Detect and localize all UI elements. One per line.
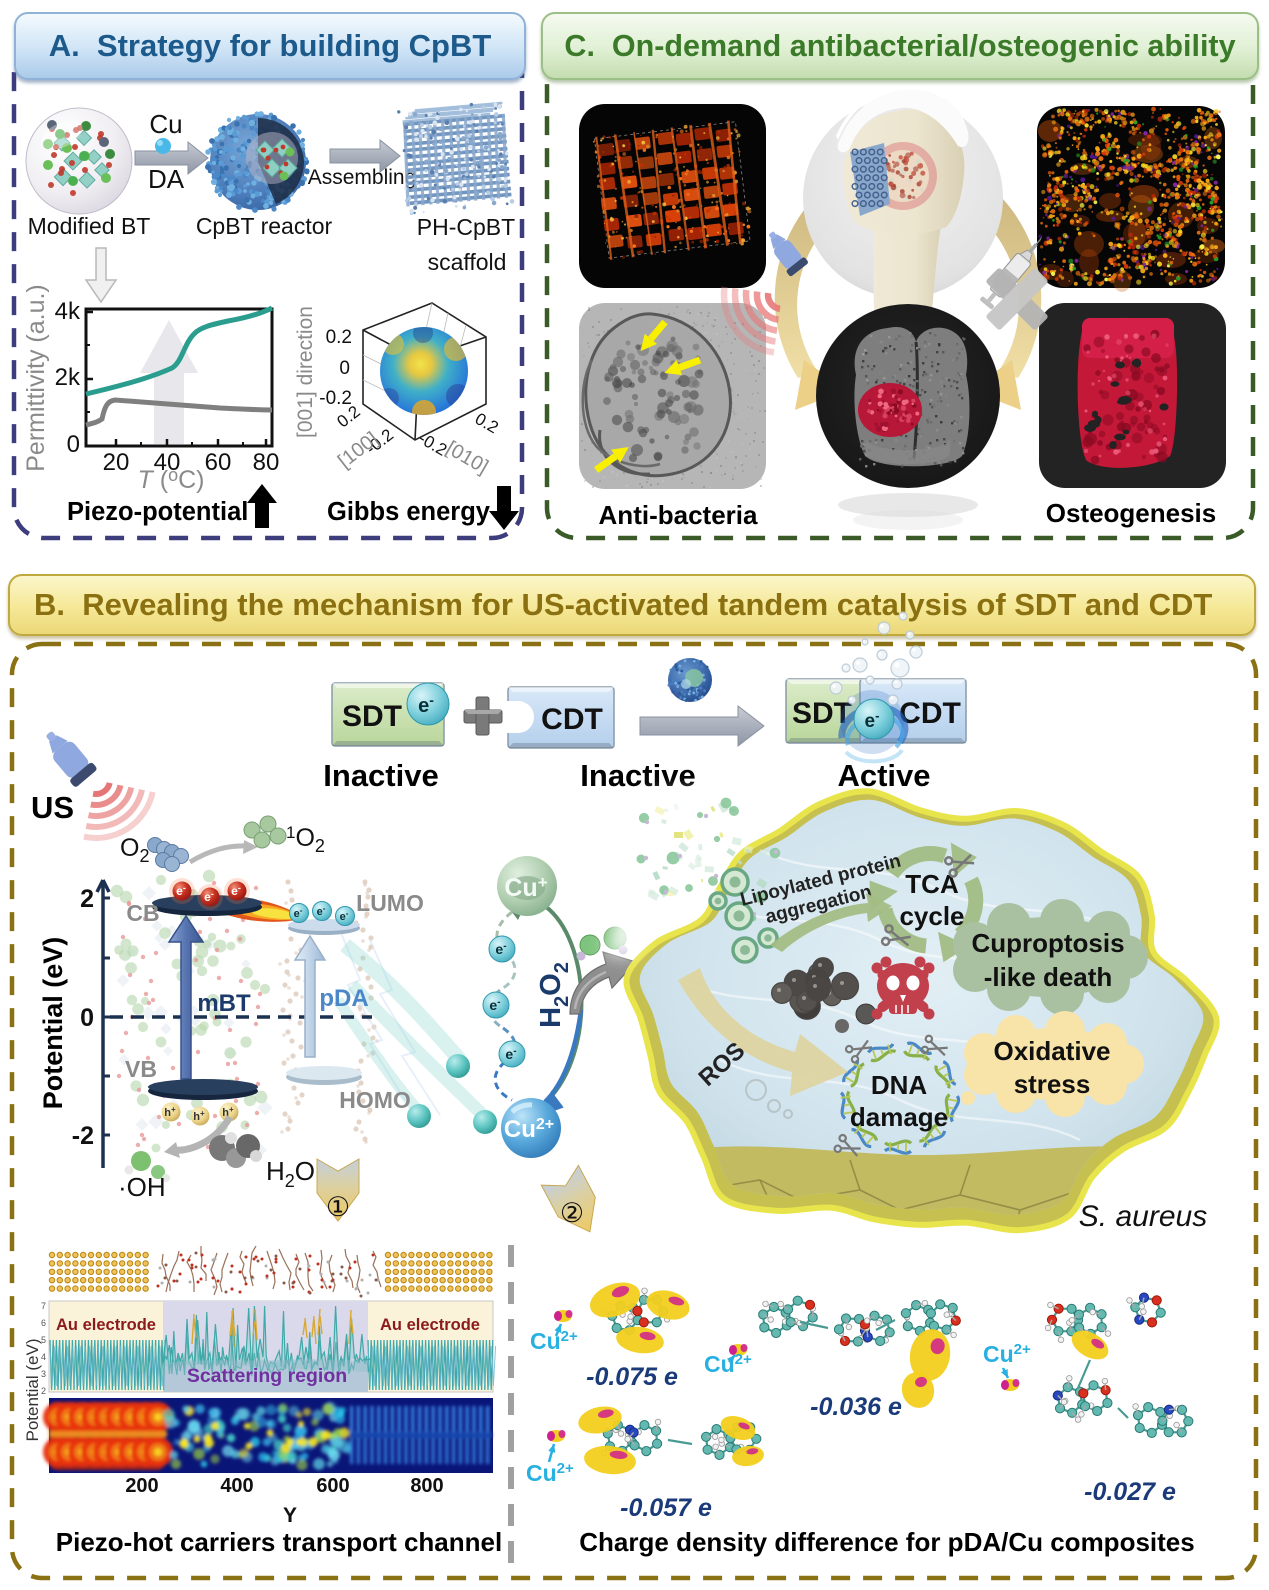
svg-text:-0.2: -0.2	[319, 388, 352, 409]
svg-text:0: 0	[339, 358, 350, 379]
svg-text:2k: 2k	[55, 364, 81, 391]
svg-text:Permittivity (a.u.): Permittivity (a.u.)	[22, 284, 50, 472]
svg-text:DA: DA	[148, 164, 185, 194]
svg-text:Charge density difference for: Charge density difference for pDA/Cu com…	[579, 1527, 1194, 1557]
svg-text:4k: 4k	[55, 298, 81, 325]
svg-text:40: 40	[154, 449, 181, 476]
svg-text:PH-CpBT: PH-CpBT	[417, 214, 515, 240]
svg-text:Cu2+: Cu2+	[530, 1328, 578, 1354]
svg-text:Gibbs energy: Gibbs energy	[327, 498, 491, 526]
svg-text:Cu2+: Cu2+	[983, 1341, 1031, 1367]
svg-text:20: 20	[103, 449, 130, 476]
svg-text:-0.036 e: -0.036 e	[810, 1393, 902, 1421]
svg-text:0.2: 0.2	[326, 327, 352, 348]
svg-text:80: 80	[253, 449, 280, 476]
svg-text:scaffold: scaffold	[428, 249, 507, 275]
svg-text:Cu2+: Cu2+	[526, 1460, 574, 1486]
svg-text:T (oC): T (oC)	[138, 465, 205, 494]
svg-text:60: 60	[205, 449, 232, 476]
svg-text:Piezo-potential: Piezo-potential	[67, 498, 248, 526]
svg-text:0: 0	[67, 431, 80, 458]
svg-text:Assembling: Assembling	[308, 166, 417, 189]
svg-text:Cu: Cu	[149, 109, 182, 139]
svg-text:-0.057 e: -0.057 e	[620, 1494, 712, 1522]
svg-text:Modified BT: Modified BT	[28, 213, 151, 239]
svg-text:-0.075 e: -0.075 e	[586, 1363, 678, 1391]
svg-text:CpBT reactor: CpBT reactor	[196, 213, 333, 239]
svg-text:[001] direction: [001] direction	[294, 306, 317, 438]
svg-text:-0.027 e: -0.027 e	[1084, 1478, 1176, 1506]
svg-text:Cu2+: Cu2+	[704, 1351, 752, 1377]
